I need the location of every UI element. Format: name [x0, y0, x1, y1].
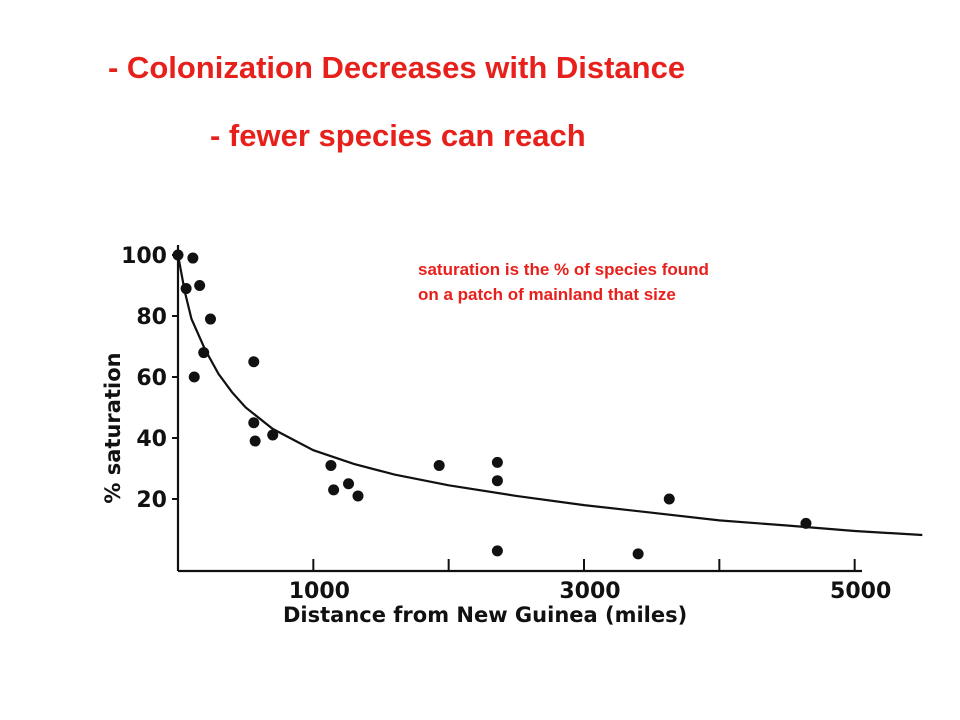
data-point	[433, 459, 445, 471]
x-tick-label: 1000	[289, 579, 350, 604]
y-tick-label: 20	[136, 488, 167, 513]
chart-axes	[176, 245, 862, 573]
y-axis-label: % saturation	[101, 352, 125, 503]
data-point	[343, 478, 355, 490]
slide-subtitle: - fewer species can reach	[210, 118, 586, 153]
data-point	[352, 490, 364, 502]
data-point	[328, 484, 340, 496]
data-point	[188, 371, 200, 383]
data-point	[187, 252, 199, 264]
x-tick-label: 3000	[559, 579, 620, 604]
data-point	[800, 517, 812, 529]
x-axis-label: Distance from New Guinea (miles)	[283, 603, 687, 627]
data-point	[198, 347, 210, 359]
y-tick-label: 100	[121, 244, 167, 269]
note-line-2: on a patch of mainland that size	[418, 285, 676, 304]
data-point	[632, 548, 644, 560]
y-tick-label: 60	[136, 366, 167, 391]
data-points	[172, 249, 812, 560]
data-point	[172, 249, 184, 261]
y-tick-label: 80	[136, 305, 167, 330]
y-tick-label: 40	[136, 427, 167, 452]
data-point	[248, 356, 260, 368]
data-point	[204, 313, 216, 325]
saturation-note: saturation is the % of species found on …	[418, 257, 709, 307]
note-line-1: saturation is the % of species found	[418, 260, 709, 279]
data-point	[194, 280, 206, 291]
x-tick-label: 5000	[830, 579, 891, 604]
data-point	[249, 435, 261, 447]
slide-title: - Colonization Decreases with Distance	[108, 50, 686, 85]
data-point	[491, 475, 503, 487]
data-point	[180, 283, 192, 295]
data-point	[491, 456, 503, 468]
data-point	[325, 459, 337, 471]
data-point	[491, 545, 503, 557]
data-point	[248, 417, 260, 429]
chart-ticks: 20 40 60 80 100 1000 3000 5000	[121, 244, 891, 604]
data-point	[267, 429, 279, 441]
data-point	[663, 493, 675, 505]
